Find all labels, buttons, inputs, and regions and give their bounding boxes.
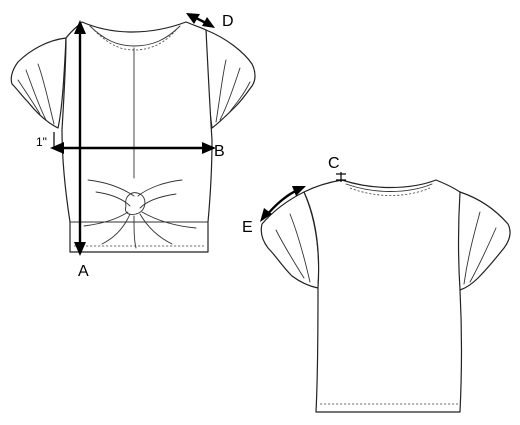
front-left-sleeve-ruffle-fold-2 [37,63,55,125]
measure-e-arrow-top [292,186,306,196]
twist-drape-low-2 [139,213,173,245]
front-right-sleeve-ruffle-fold-3 [227,81,251,115]
label-e: E [242,219,253,236]
label-b: B [214,143,225,160]
back-left-sleeve-ruffle-fold-2 [289,213,311,283]
front-left-sleeve-ruffle-fold-1 [25,69,47,121]
front-right-sleeve-ruffle-fold-1 [219,67,241,121]
label-one-inch: 1" [36,135,47,149]
front-body [61,21,213,253]
front-left-sleeve [10,37,67,129]
twist-gather-4 [139,193,177,209]
back-right-sleeve-ruffle-fold-2 [463,211,481,285]
back-left-sleeve-ruffle-fold-1 [275,229,305,279]
back-body [303,179,463,413]
back-right-sleeve-ruffle-fold-1 [469,227,497,283]
front-neckline-inner [89,25,181,47]
front-view [10,13,256,256]
label-a: A [78,263,89,280]
measure-e-arrow-bottom [260,208,272,222]
twist-drape-low-1 [101,213,131,245]
measure-b-arrow-right [202,142,216,154]
front-left-sleeve-ruffle-fold-3 [17,79,41,115]
measure-a-arrow-bottom [74,242,86,256]
label-d: D [222,13,234,30]
measure-d-arrow-left [186,13,200,24]
front-right-sleeve-ruffle-fold-2 [215,59,227,123]
back-neckline-inner [345,183,433,192]
twist-gather-2 [95,191,131,207]
back-neckline-stitch [349,187,431,196]
front-right-sleeve [205,29,256,129]
measure-a-arrow-top [74,20,86,34]
measure-b-arrow-left [50,142,64,154]
twist-drape-left [83,211,129,227]
measure-d-arrow-right [202,17,215,28]
label-c: C [328,155,340,172]
back-view [260,172,511,413]
